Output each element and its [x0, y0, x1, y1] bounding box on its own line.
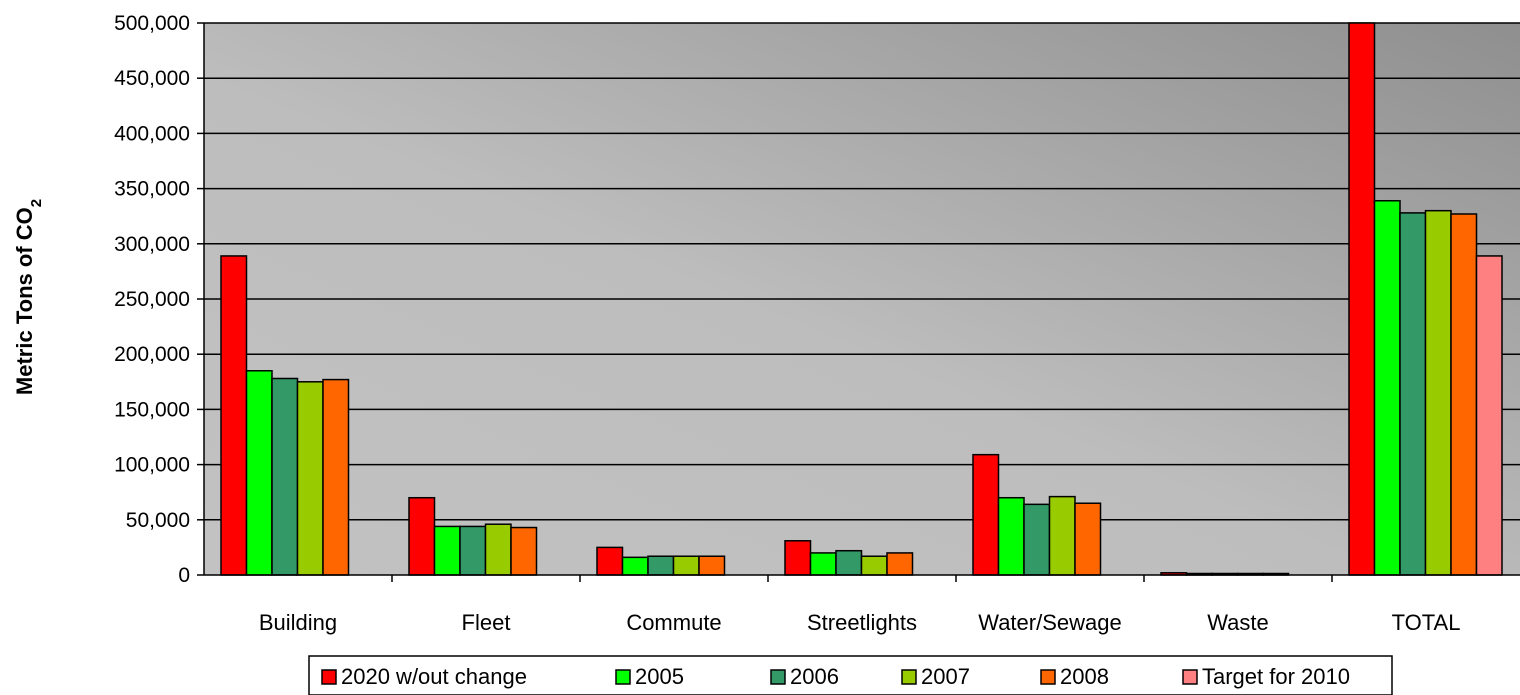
y-tick-label: 0: [178, 564, 190, 587]
bar: [809, 552, 837, 576]
legend-swatch: [1182, 669, 1198, 685]
bars: [220, 22, 1503, 576]
bar: [698, 555, 726, 576]
legend: 2020 w/out change 2005 2006 2007 2008 Target …: [308, 655, 1393, 695]
legend-entry: 2008: [1060, 664, 1109, 689]
legend-swatch: [901, 669, 917, 685]
y-tick-label: 150,000: [114, 398, 190, 421]
y-tick-label: 450,000: [114, 67, 190, 90]
legend-entry: Target for 2010: [1202, 664, 1350, 689]
x-category-label: Fleet: [462, 610, 511, 635]
bar: [621, 556, 649, 576]
y-tick-label: 200,000: [114, 343, 190, 366]
bar: [1399, 212, 1427, 576]
y-tick-label: 250,000: [114, 288, 190, 311]
bar: [1373, 199, 1401, 576]
bar: [1048, 495, 1076, 576]
x-axis-categories: Building Fleet Commute Streetlights Water/Se…: [259, 575, 1461, 635]
y-tick-label: 300,000: [114, 233, 190, 256]
x-category-label: Building: [259, 610, 337, 635]
bar: [835, 549, 863, 576]
x-category-label: Streetlights: [807, 610, 917, 635]
legend-entry: 2020 w/out change: [341, 664, 527, 689]
legend-entry: 2006: [790, 664, 839, 689]
x-category-label: Commute: [626, 610, 721, 635]
legend-box: [308, 655, 1393, 695]
bar: [860, 555, 888, 576]
legend-entry: 2007: [921, 664, 970, 689]
bar: [433, 525, 461, 576]
bar: [220, 255, 248, 576]
y-axis-ticks: 0 50,000 100,000 150,000 200,000 250,000 300,0…: [114, 12, 204, 587]
bar: [484, 523, 512, 576]
legend-swatch: [1040, 669, 1056, 685]
bar: [784, 540, 812, 576]
legend-entry: 2005: [635, 664, 684, 689]
bar: [647, 555, 675, 576]
bar: [1074, 502, 1102, 576]
y-tick-label: 400,000: [114, 122, 190, 145]
bar: [510, 526, 538, 576]
legend-swatch: [770, 669, 786, 685]
bar: [245, 370, 273, 576]
y-tick-label: 500,000: [114, 12, 190, 35]
legend-swatch: [615, 669, 631, 685]
y-axis-label: Metric Tons of CO2: [12, 199, 45, 395]
bar: [459, 525, 487, 576]
legend-swatch: [321, 669, 337, 685]
x-category-label: Waste: [1207, 610, 1269, 635]
bar: [1023, 503, 1051, 576]
bar: [271, 377, 299, 576]
bar: [1475, 255, 1503, 576]
y-tick-label: 350,000: [114, 178, 190, 201]
bar: [997, 496, 1025, 576]
bar: [322, 378, 350, 576]
y-tick-label: 100,000: [114, 454, 190, 477]
y-tick-label: 50,000: [126, 509, 190, 532]
gridlines: [204, 22, 1520, 521]
bar: [972, 453, 1000, 576]
bar: [296, 381, 324, 576]
bar: [886, 552, 914, 576]
bar: [408, 496, 436, 576]
bar: [1348, 22, 1376, 576]
bar: [1424, 209, 1452, 576]
bar: [596, 546, 624, 576]
x-category-label: TOTAL: [1392, 610, 1461, 635]
x-category-label: Water/Sewage: [978, 610, 1121, 635]
bar: [1450, 213, 1478, 576]
bar: [672, 555, 700, 576]
